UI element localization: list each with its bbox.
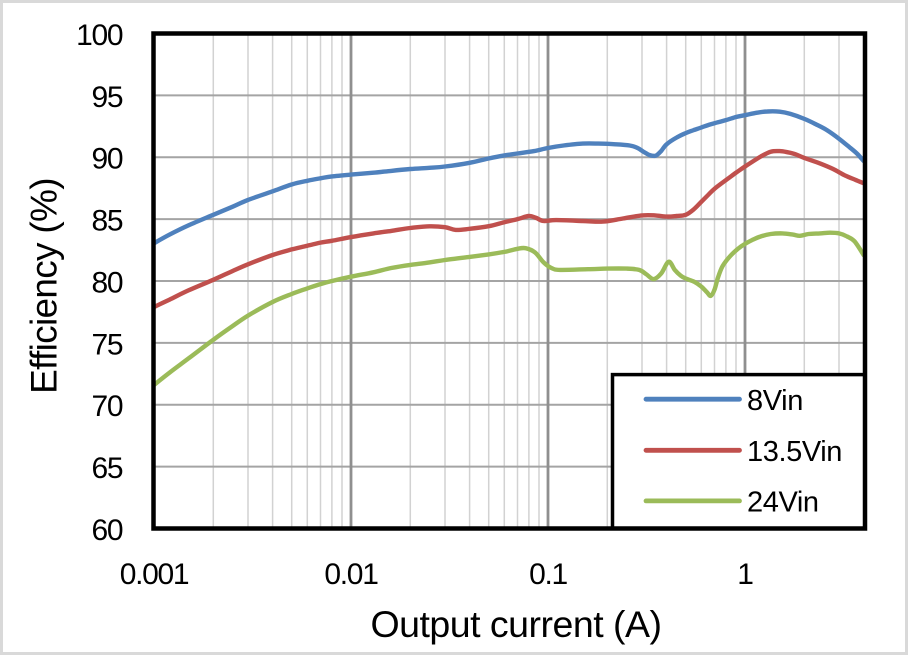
svg-text:85: 85 <box>92 205 123 238</box>
svg-text:0.01: 0.01 <box>324 558 378 591</box>
svg-text:60: 60 <box>92 514 123 547</box>
svg-text:0.1: 0.1 <box>529 558 567 591</box>
svg-text:0.001: 0.001 <box>120 558 189 591</box>
svg-text:1: 1 <box>737 558 753 591</box>
svg-text:65: 65 <box>92 452 123 485</box>
svg-text:13.5Vin: 13.5Vin <box>747 436 842 468</box>
svg-text:80: 80 <box>92 266 123 299</box>
svg-text:Output current (A): Output current (A) <box>370 603 661 645</box>
svg-text:8Vin: 8Vin <box>747 385 803 417</box>
svg-text:100: 100 <box>76 19 123 52</box>
svg-text:95: 95 <box>92 81 123 114</box>
svg-text:24Vin: 24Vin <box>747 487 819 519</box>
svg-text:Efficiency (%): Efficiency (%) <box>24 178 65 394</box>
svg-text:75: 75 <box>92 328 123 361</box>
svg-text:90: 90 <box>92 143 123 176</box>
svg-text:70: 70 <box>92 390 123 423</box>
